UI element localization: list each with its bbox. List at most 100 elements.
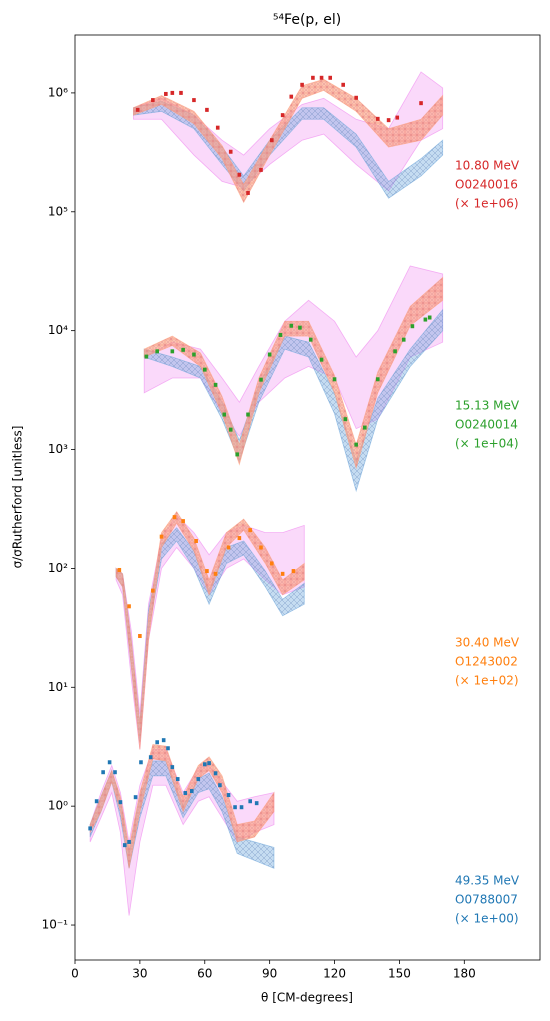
plot-frame xyxy=(74,34,541,961)
data-point xyxy=(395,115,400,120)
data-point xyxy=(138,634,142,639)
data-point xyxy=(226,545,231,550)
data-point xyxy=(144,354,149,359)
data-point xyxy=(151,588,155,593)
x-tick-label: 0 xyxy=(71,967,79,981)
x-tick-label: 90 xyxy=(262,967,277,981)
uncertainty-band xyxy=(115,514,305,750)
data-point xyxy=(289,323,294,328)
data-point xyxy=(181,347,185,352)
data-point xyxy=(88,826,92,831)
data-point xyxy=(289,94,294,99)
band-hatch xyxy=(144,277,443,468)
data-point xyxy=(159,534,164,539)
data-point xyxy=(328,75,333,80)
data-point xyxy=(148,755,153,760)
data-point xyxy=(135,107,140,112)
data-point xyxy=(319,75,324,80)
data-point xyxy=(113,770,117,775)
data-point xyxy=(192,352,196,357)
annotation: O0240016 xyxy=(455,178,518,192)
data-point xyxy=(248,528,252,533)
data-point xyxy=(127,604,131,609)
data-point xyxy=(139,760,143,765)
data-point xyxy=(175,777,180,782)
data-point xyxy=(278,332,283,337)
data-point xyxy=(205,107,209,112)
data-point xyxy=(164,91,168,96)
data-point xyxy=(246,190,250,195)
x-tick-label: 120 xyxy=(323,967,346,981)
annotation: 30.40 MeV xyxy=(455,636,520,650)
annotation: 15.13 MeV xyxy=(455,399,520,413)
data-point xyxy=(94,799,99,804)
data-point xyxy=(332,377,337,382)
y-tick-label: 10³ xyxy=(48,442,68,456)
uncertainty-band xyxy=(89,749,275,916)
data-point xyxy=(308,337,313,342)
data-point xyxy=(196,777,201,782)
annotation: (× 1e+00) xyxy=(455,912,519,926)
data-point xyxy=(298,325,302,330)
data-point xyxy=(363,425,367,430)
data-point xyxy=(101,770,105,775)
data-point xyxy=(133,795,138,800)
data-point xyxy=(166,746,170,751)
band-hatch xyxy=(133,79,443,203)
data-point xyxy=(155,349,159,354)
y-tick-label: 10⁰ xyxy=(48,799,68,813)
data-point xyxy=(375,377,380,382)
data-point xyxy=(393,349,397,354)
data-point xyxy=(423,317,428,322)
data-point xyxy=(122,843,127,848)
band-hatch xyxy=(90,760,274,869)
x-tick-label: 180 xyxy=(453,967,476,981)
data-point xyxy=(237,536,242,541)
data-point xyxy=(107,760,112,765)
data-point xyxy=(222,412,227,417)
data-point xyxy=(215,125,220,130)
data-point xyxy=(280,571,285,576)
y-tick-label: 10⁴ xyxy=(48,323,68,337)
data-point xyxy=(291,569,296,574)
data-point xyxy=(194,539,198,544)
data-point xyxy=(246,412,250,417)
annotation: O0240014 xyxy=(455,418,518,432)
data-point xyxy=(172,515,177,520)
data-point xyxy=(151,98,155,103)
data-point xyxy=(270,138,274,143)
data-point xyxy=(170,90,175,95)
data-point xyxy=(218,783,222,788)
data-point xyxy=(205,569,209,574)
chart-title: ⁵⁴Fe(p, el) xyxy=(273,12,341,28)
data-point xyxy=(319,357,324,362)
data-point xyxy=(311,75,315,80)
band-hatch xyxy=(144,309,443,491)
data-point xyxy=(254,801,259,806)
y-axis-label: σ/σRutherford [unitless] xyxy=(11,426,25,569)
band-hatch xyxy=(90,744,274,869)
band-hatch xyxy=(133,101,443,199)
x-tick-label: 60 xyxy=(197,967,212,981)
data-point xyxy=(300,82,304,87)
data-point xyxy=(267,352,272,357)
data-point xyxy=(427,315,432,320)
data-point xyxy=(170,765,175,770)
data-point xyxy=(375,116,380,121)
annotation: (× 1e+06) xyxy=(455,197,519,211)
data-point xyxy=(118,800,123,805)
data-point xyxy=(410,324,415,329)
annotation: 10.80 MeV xyxy=(455,159,520,173)
data-point xyxy=(213,571,218,576)
data-point xyxy=(343,417,348,422)
annotation: (× 1e+04) xyxy=(455,437,519,451)
data-point xyxy=(259,545,263,550)
data-point xyxy=(239,805,244,810)
data-point xyxy=(419,101,423,106)
data-point xyxy=(259,377,263,382)
x-tick-label: 30 xyxy=(132,967,147,981)
y-tick-label: 10¹ xyxy=(48,680,68,694)
data-point xyxy=(233,805,237,810)
